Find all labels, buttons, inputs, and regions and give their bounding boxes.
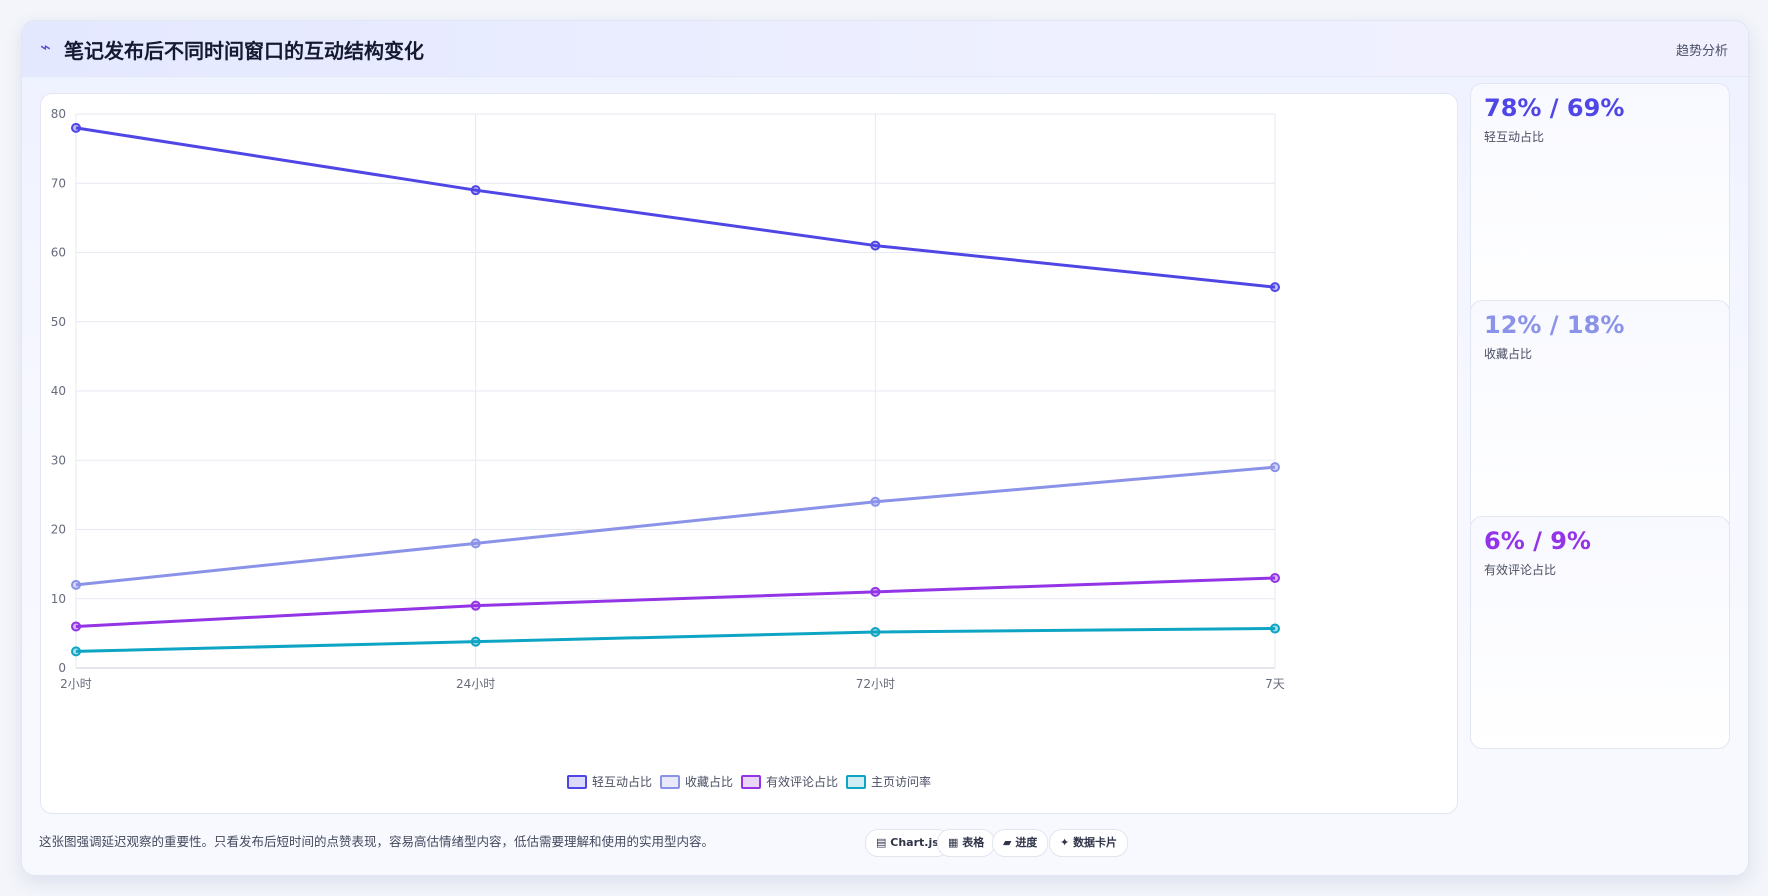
- y-tick-label: 50: [51, 315, 66, 329]
- header-tag: 趋势分析: [1675, 44, 1728, 59]
- footer-note: 这张图强调延迟观察的重要性。只看发布后短时间的点赞表现，容易高估情绪型内容，低估…: [39, 834, 715, 849]
- legend-label: 轻互动占比: [591, 775, 652, 789]
- series-line: [75, 465, 1276, 587]
- chart-panel: ⌁ 笔记发布后不同时间窗口的互动结构变化 趋势分析 0 10 20 30 40 50 60 7…: [21, 20, 1749, 876]
- x-tick-label: 24小时: [456, 677, 495, 691]
- legend-item[interactable]: 收藏占比: [659, 773, 733, 790]
- legend-item[interactable]: 有效评论占比: [741, 773, 838, 790]
- data-point: [470, 600, 481, 611]
- trend-icon: ⌁: [40, 37, 51, 58]
- pill-label: 数据卡片: [1073, 836, 1118, 849]
- y-tick-label: 40: [51, 384, 66, 398]
- stat-value: 6% / 9%: [1484, 527, 1591, 555]
- legend-swatch: [846, 774, 867, 789]
- stat-label: 有效评论占比: [1484, 563, 1557, 577]
- pill-table[interactable]: ▦ 表格: [937, 829, 996, 857]
- stat-card-light-interaction: 78% / 69% 轻互动占比: [1470, 83, 1730, 316]
- legend-label: 收藏占比: [684, 775, 733, 789]
- y-tick-label: 0: [58, 661, 66, 675]
- y-tick-label: 60: [51, 246, 66, 260]
- data-point: [470, 538, 481, 549]
- y-tick-label: 80: [51, 107, 66, 121]
- legend-swatch: [741, 774, 761, 789]
- data-point: [71, 646, 81, 657]
- card-icon: ✦: [1060, 836, 1070, 849]
- table-icon: ▦: [948, 836, 959, 849]
- chart-card: 0 10 20 30 40 50 60 70 80 2小时 24小时 72小时 7天 轻互动占比 收藏占比…: [40, 93, 1458, 814]
- pill-data-card[interactable]: ✦ 数据卡片: [1049, 829, 1129, 857]
- data-point: [1270, 623, 1280, 634]
- line-chart: 0 10 20 30 40 50 60 70 80 2小时 24小时 72小时 7天: [51, 107, 1285, 691]
- pill-label: Chart.js: [890, 836, 939, 849]
- data-point: [71, 122, 81, 133]
- legend-item[interactable]: 主页访问率: [846, 773, 931, 790]
- data-point: [870, 496, 881, 507]
- y-tick-label: 70: [51, 176, 66, 190]
- series-line: [75, 126, 1276, 289]
- stat-value: 78% / 69%: [1484, 94, 1625, 122]
- data-point: [1270, 572, 1280, 583]
- legend-item[interactable]: 轻互动占比: [566, 773, 652, 790]
- data-point: [470, 185, 481, 196]
- legend-label: 有效评论占比: [766, 775, 839, 789]
- legend-swatch: [659, 774, 680, 789]
- panel-header: ⌁ 笔记发布后不同时间窗口的互动结构变化 趋势分析: [22, 21, 1748, 77]
- data-point: [870, 626, 881, 637]
- data-point: [71, 621, 81, 632]
- data-point: [1270, 282, 1280, 293]
- x-tick-label: 72小时: [856, 677, 895, 691]
- progress-icon: ▰: [1003, 836, 1012, 849]
- stat-card-favorites: 12% / 18% 收藏占比: [1470, 300, 1730, 533]
- chart-legend: 轻互动占比 收藏占比 有效评论占比 主页访问率: [41, 773, 1457, 793]
- legend-swatch: [566, 774, 587, 789]
- data-point: [870, 240, 881, 251]
- y-tick-label: 30: [51, 453, 66, 467]
- data-point: [1270, 462, 1280, 473]
- series-line: [75, 576, 1276, 628]
- x-tick-label: 2小时: [60, 677, 92, 691]
- y-tick-label: 10: [51, 592, 66, 606]
- data-point: [470, 636, 481, 647]
- data-point: [71, 579, 81, 590]
- stat-card-comments: 6% / 9% 有效评论占比: [1470, 516, 1730, 749]
- data-point: [870, 586, 881, 597]
- stat-label: 轻互动占比: [1484, 130, 1545, 144]
- y-tick-label: 20: [51, 523, 66, 537]
- chart-icon: ▤: [876, 836, 887, 849]
- x-tick-label: 7天: [1265, 677, 1285, 691]
- series-line: [75, 627, 1276, 653]
- pill-label: 表格: [962, 836, 985, 849]
- stat-value: 12% / 18%: [1484, 311, 1625, 339]
- page-title: 笔记发布后不同时间窗口的互动结构变化: [64, 39, 424, 63]
- legend-label: 主页访问率: [871, 775, 932, 789]
- pill-label: 进度: [1015, 836, 1038, 849]
- pill-progress[interactable]: ▰ 进度: [992, 829, 1049, 857]
- stat-label: 收藏占比: [1484, 347, 1533, 361]
